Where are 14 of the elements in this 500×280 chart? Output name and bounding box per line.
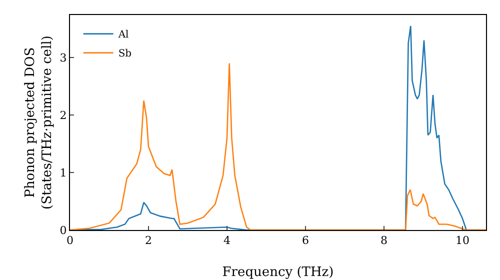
- legend-label: Sb: [118, 48, 132, 60]
- x-tick-label: 2: [144, 234, 152, 248]
- y-tick-label: 1: [60, 166, 67, 180]
- y-axis-title: Phonon projected DOS (States/THz·primitive cell): [23, 35, 55, 210]
- x-tick-label: 4: [223, 234, 230, 248]
- x-tick-label: 6: [302, 234, 309, 248]
- y-tick-label: 0: [60, 224, 67, 237]
- x-axis-title: Frequency (THz): [222, 265, 334, 280]
- line-series: [70, 62, 486, 230]
- legend-label: Al: [117, 30, 129, 41]
- x-tick-label: 10: [455, 234, 470, 248]
- x-tick-label: 8: [380, 234, 388, 248]
- y-tick-label: 2: [60, 108, 67, 122]
- y-tick-label: 3: [60, 51, 67, 64]
